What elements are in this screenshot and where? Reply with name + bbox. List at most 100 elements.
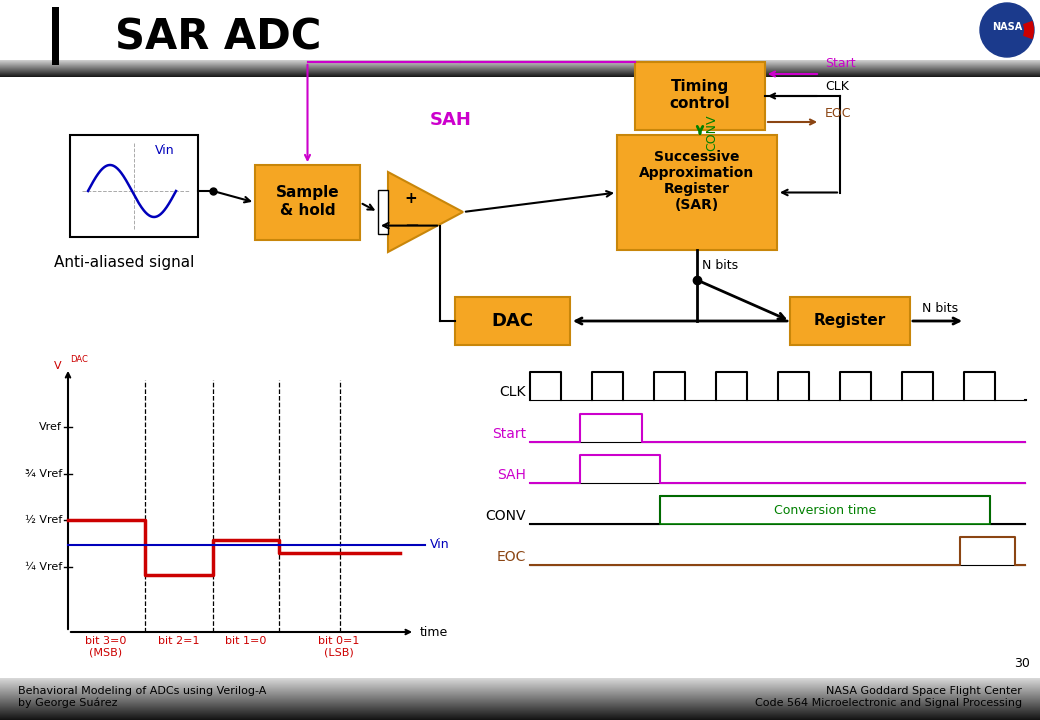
Bar — [456, 297, 570, 345]
Bar — [0, 687, 1040, 688]
Bar — [0, 694, 1040, 695]
Bar — [0, 65, 1040, 66]
Bar — [0, 709, 1040, 710]
Text: (SAR): (SAR) — [675, 198, 719, 212]
Bar — [0, 69, 1040, 70]
Text: CLK: CLK — [825, 80, 849, 93]
Bar — [0, 695, 1040, 696]
Text: Start: Start — [825, 57, 856, 70]
Bar — [0, 62, 1040, 63]
Text: SAR ADC: SAR ADC — [115, 17, 321, 59]
Bar — [0, 681, 1040, 682]
Bar — [0, 70, 1040, 71]
Bar — [0, 711, 1040, 712]
Bar — [255, 165, 360, 240]
Text: time: time — [420, 626, 448, 639]
Bar — [0, 715, 1040, 716]
Text: Code 564 Microelectronic and Signal Processing: Code 564 Microelectronic and Signal Proc… — [755, 698, 1022, 708]
Bar — [0, 688, 1040, 689]
Bar — [0, 719, 1040, 720]
Bar — [660, 496, 990, 524]
Text: V: V — [54, 361, 62, 371]
Bar — [0, 708, 1040, 709]
Text: Conversion time: Conversion time — [774, 503, 876, 516]
Text: bit 1=0: bit 1=0 — [226, 636, 266, 646]
Bar — [0, 716, 1040, 717]
Text: NASA: NASA — [992, 22, 1022, 32]
Text: ¼ Vref: ¼ Vref — [25, 562, 62, 572]
Text: Anti-aliased signal: Anti-aliased signal — [54, 255, 194, 270]
Bar — [0, 700, 1040, 701]
Text: Successive: Successive — [654, 150, 739, 164]
Bar — [0, 68, 1040, 69]
Text: Behavioral Modeling of ADCs using Verilog-A: Behavioral Modeling of ADCs using Verilo… — [18, 686, 266, 696]
Bar — [0, 718, 1040, 719]
Text: by George Suárez: by George Suárez — [18, 698, 118, 708]
Text: ½ Vref: ½ Vref — [25, 515, 62, 525]
Bar — [0, 60, 1040, 61]
Bar — [0, 707, 1040, 708]
Text: bit 3=0
(MSB): bit 3=0 (MSB) — [85, 636, 127, 657]
Text: CONV: CONV — [486, 508, 526, 523]
Text: Vin: Vin — [430, 539, 449, 552]
Text: Approximation: Approximation — [640, 166, 755, 180]
Bar — [0, 705, 1040, 706]
Text: CLK: CLK — [499, 384, 526, 399]
Text: & hold: & hold — [280, 203, 335, 218]
Text: SAH: SAH — [430, 111, 472, 129]
Text: 30: 30 — [1014, 657, 1030, 670]
Text: bit 2=1: bit 2=1 — [158, 636, 200, 646]
Text: N bits: N bits — [702, 259, 738, 272]
Bar — [0, 703, 1040, 704]
Text: CONV: CONV — [705, 114, 718, 150]
Bar — [0, 697, 1040, 698]
Bar — [0, 706, 1040, 707]
Text: DAC: DAC — [492, 312, 534, 330]
Bar — [0, 67, 1040, 68]
Text: −: − — [404, 217, 419, 235]
Bar — [617, 135, 777, 250]
Bar — [0, 685, 1040, 686]
Bar — [0, 64, 1040, 65]
Bar — [0, 66, 1040, 67]
Bar — [0, 699, 1040, 700]
Text: SAH: SAH — [497, 467, 526, 482]
Polygon shape — [388, 172, 463, 252]
Text: Register: Register — [814, 313, 886, 328]
Bar — [0, 680, 1040, 681]
Bar — [0, 75, 1040, 76]
Bar — [0, 684, 1040, 685]
Text: Start: Start — [492, 426, 526, 441]
Bar — [70, 135, 198, 237]
Text: control: control — [670, 96, 730, 112]
Text: ¾ Vref: ¾ Vref — [25, 469, 62, 479]
Bar — [0, 686, 1040, 687]
Bar — [0, 61, 1040, 62]
Text: +: + — [404, 191, 417, 206]
Bar — [0, 74, 1040, 75]
Text: Vin: Vin — [155, 145, 175, 158]
Bar — [0, 696, 1040, 697]
Text: N bits: N bits — [922, 302, 958, 315]
Wedge shape — [1023, 21, 1034, 39]
Bar — [0, 704, 1040, 705]
Bar — [0, 693, 1040, 694]
Bar — [0, 714, 1040, 715]
Bar — [0, 71, 1040, 72]
Bar — [0, 73, 1040, 74]
Text: Sample: Sample — [276, 185, 339, 200]
Text: Timing: Timing — [671, 78, 729, 94]
Text: NASA Goddard Space Flight Center: NASA Goddard Space Flight Center — [826, 686, 1022, 696]
Text: Vref: Vref — [40, 422, 62, 432]
Text: bit 0=1
(LSB): bit 0=1 (LSB) — [318, 636, 360, 657]
Bar — [0, 710, 1040, 711]
Bar — [0, 682, 1040, 683]
Bar — [0, 713, 1040, 714]
Bar — [0, 717, 1040, 718]
Bar — [0, 702, 1040, 703]
Bar — [0, 691, 1040, 692]
Bar — [378, 190, 388, 234]
Bar — [0, 678, 1040, 679]
Bar — [0, 712, 1040, 713]
Circle shape — [980, 3, 1034, 57]
